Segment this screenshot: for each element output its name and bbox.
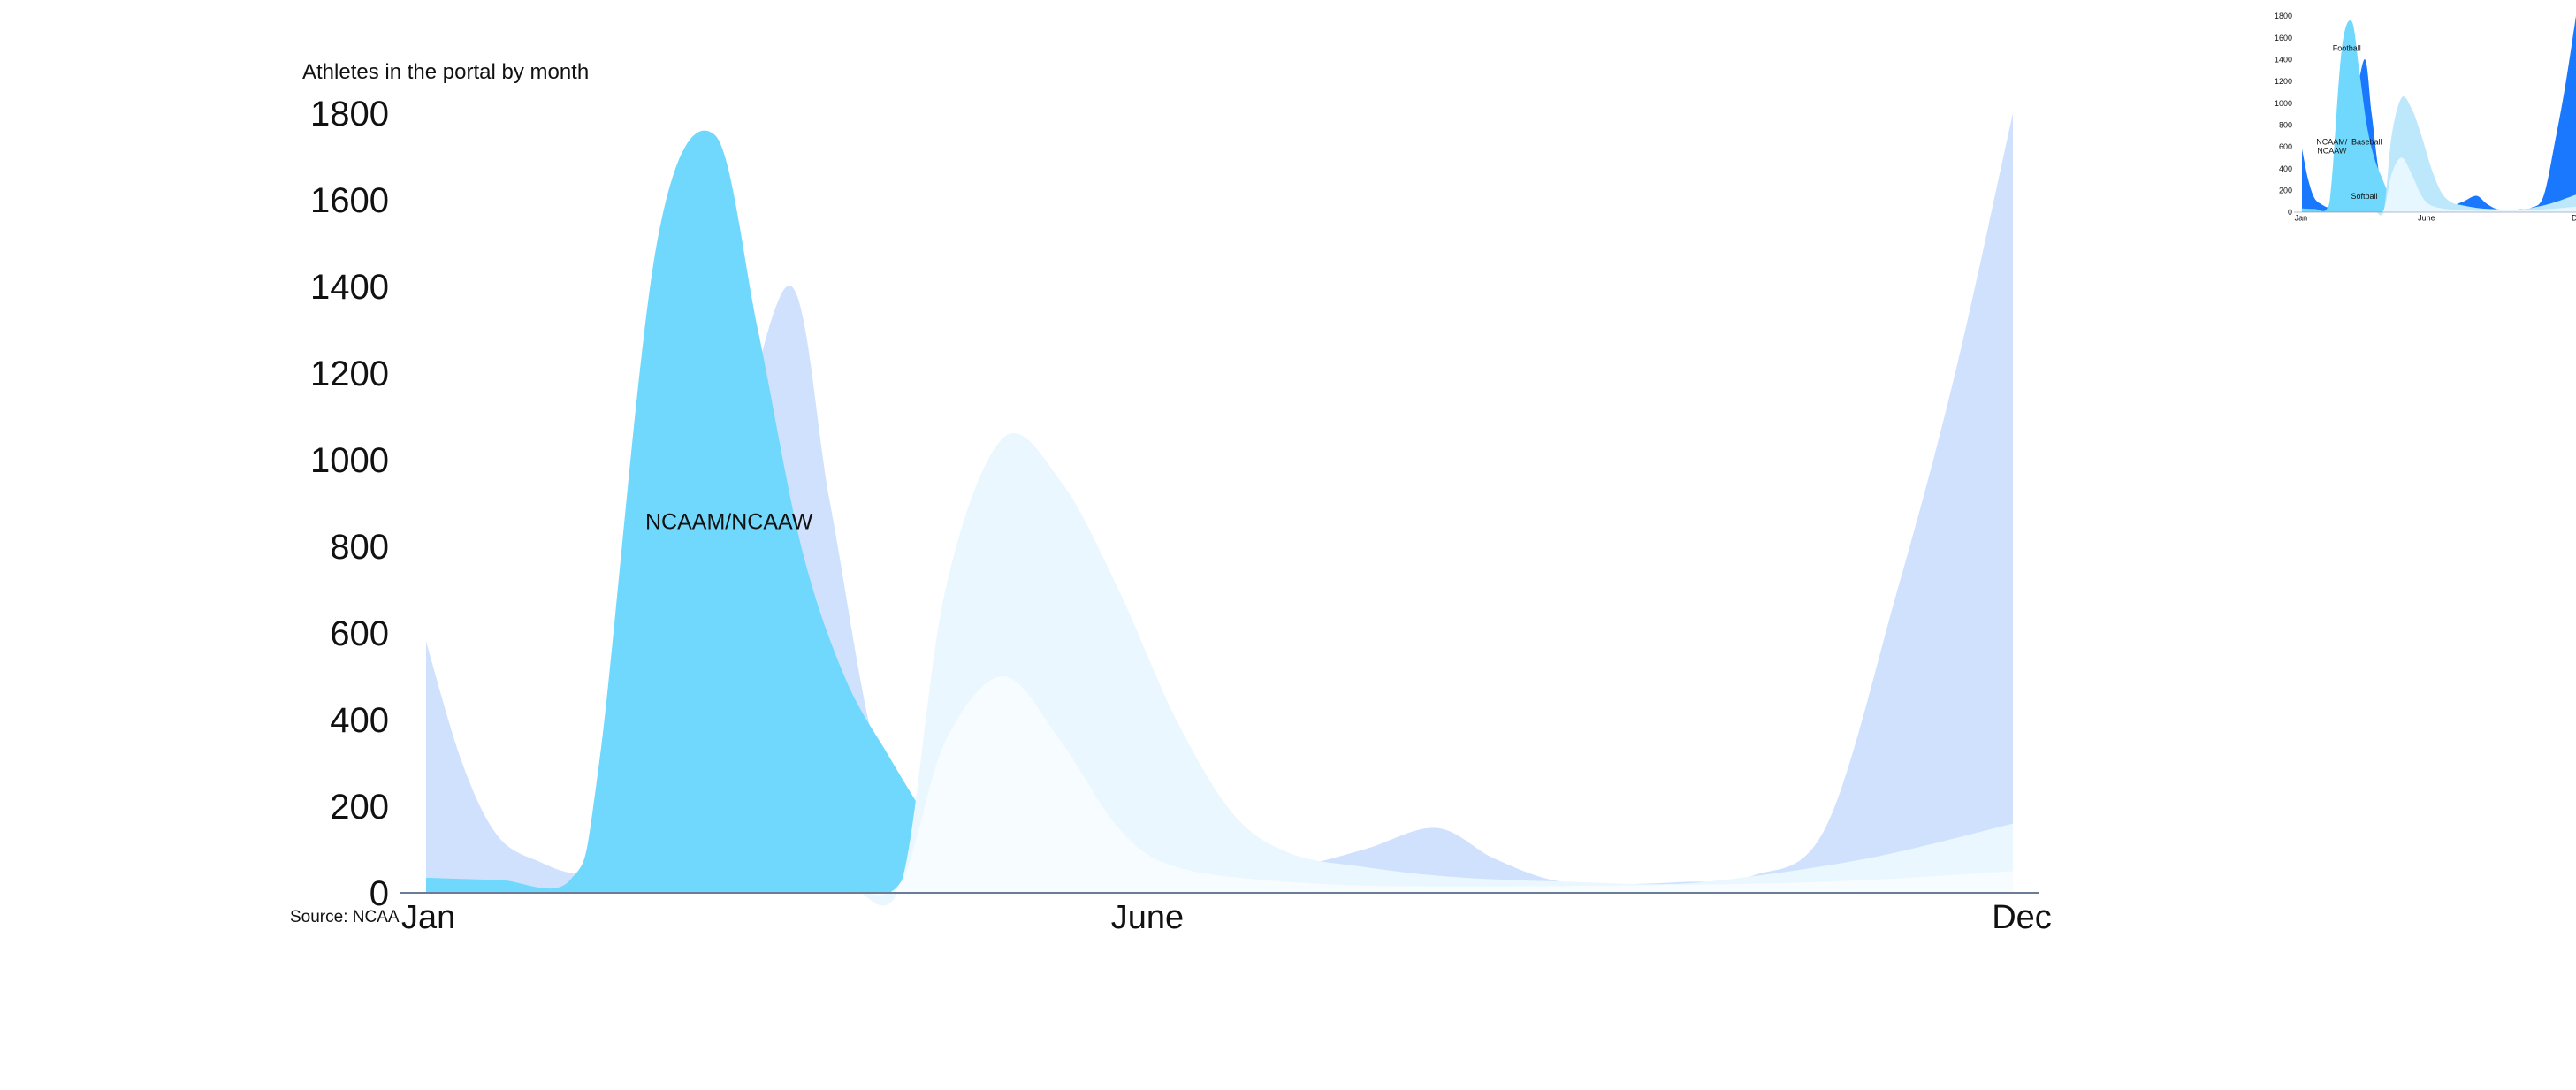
area-series-baseball	[2376, 96, 2576, 216]
inset-series-label: Softball	[2351, 192, 2377, 201]
y-tick-label: 800	[330, 528, 389, 567]
inset-series-label: Baseball	[2351, 138, 2382, 147]
y-tick-label: 0	[2288, 208, 2292, 217]
main-area-chart: 0 200 400 600 800 1000 1200 1400 1600 1800 Jan June…	[310, 95, 2052, 936]
chart-title: Athletes in the portal by month	[302, 60, 590, 84]
y-tick-label: 1400	[2275, 55, 2292, 64]
y-tick-label: 1400	[310, 268, 389, 307]
source-note: Source: NCAA	[290, 908, 400, 926]
inset-series-label: NCAAM/NCAAW	[2316, 138, 2348, 156]
y-tick-label: 1600	[310, 181, 389, 220]
y-tick-label: 400	[2279, 164, 2292, 173]
y-tick-label: 1200	[310, 354, 389, 393]
y-tick-label: 400	[330, 701, 389, 740]
y-tick-label: 1600	[2275, 34, 2292, 42]
area-series-ncaam-ncaaw	[2302, 19, 2576, 213]
inset-series-label: Football	[2333, 43, 2361, 52]
y-tick-label: 200	[330, 788, 389, 827]
y-tick-label: 600	[330, 614, 389, 653]
series-direct-label: NCAAM/NCAAW	[645, 509, 813, 534]
inset-thumbnail-chart: 0 200 400 600 800 1000 1200 1400 1600 1800 Jan June…	[2275, 11, 2576, 222]
y-tick-label: 1000	[310, 441, 389, 480]
x-tick-label: Dec	[2572, 213, 2576, 222]
y-tick-label: 1800	[310, 95, 389, 133]
area-series-ncaam-ncaaw	[426, 130, 2013, 894]
x-tick-label: June	[1111, 899, 1184, 936]
y-tick-label: 1200	[2275, 77, 2292, 86]
y-tick-label: 0	[370, 874, 389, 913]
y-tick-label: 600	[2279, 142, 2292, 151]
x-tick-label: June	[2418, 213, 2435, 222]
area-series-softball	[858, 676, 2013, 896]
area-series-softball	[2376, 157, 2576, 213]
x-tick-label: Jan	[401, 899, 455, 936]
y-tick-label: 200	[2279, 186, 2292, 194]
area-series-baseball	[858, 432, 2013, 906]
y-tick-label: 1000	[2275, 99, 2292, 108]
x-tick-label: Jan	[2295, 213, 2308, 222]
x-tick-label: Dec	[1992, 899, 2052, 936]
y-tick-label: 1800	[2275, 11, 2292, 20]
y-tick-label: 800	[2279, 120, 2292, 129]
